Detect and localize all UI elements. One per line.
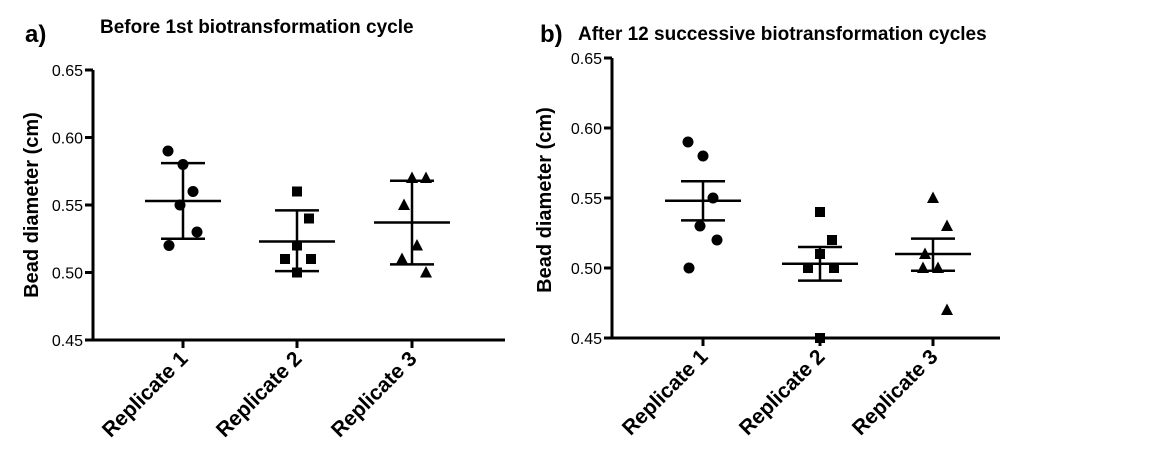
panel-b-point-triangle [941,303,953,315]
panel-b-y-tick-label: 0.45 [571,331,602,348]
panel-a-point-square [292,186,302,197]
panel-b-point-triangle [927,191,939,203]
panel-b-x-tick-label: Replicate 1 [618,345,713,440]
panel-a-point-triangle [398,198,410,210]
panel-b-point-circle [694,220,706,232]
panel-a-x-tick-label: Replicate 2 [212,347,307,442]
panel-b-point-circle [683,262,695,274]
panel-a-y-tick-label: 0.45 [52,333,83,350]
panel-b-point-square [829,263,839,273]
panel-a-point-circle [163,240,175,251]
panel-b-y-axis-title: Bead diameter (cm) [534,107,556,293]
panel-a-point-square [292,240,302,251]
panel-b-point-circle [697,150,709,162]
panel-a-y-tick-label: 0.65 [52,63,83,80]
panel-a-marks [145,145,450,278]
panel-a-point-triangle [420,266,432,278]
panel-a-point-triangle [411,239,423,251]
panel-b-point-circle [711,234,723,246]
panel-a-point-square [280,254,290,264]
panel-a-y-tick-label: 0.60 [52,131,83,148]
panel-a-point-triangle [396,252,408,264]
panel-b: b) After 12 successive biotransformation… [534,21,1000,440]
panel-a-point-triangle [406,171,418,183]
panel-a: a) Before 1st biotransformation cycle Be… [21,17,505,442]
panel-b-y-tick-label: 0.55 [571,191,602,208]
panel-a-point-circle [187,186,199,197]
panel-b-point-square [827,235,837,245]
panel-b-marks [665,136,971,343]
panel-b-label: b) [540,21,563,48]
panel-b-point-triangle [919,247,931,259]
panel-b-point-square [815,207,825,217]
panel-a-label: a) [25,21,46,48]
panel-b-point-triangle [941,219,953,231]
panel-b-point-square [815,249,825,259]
panel-a-y-tick-label: 0.55 [52,198,83,215]
panel-a-x-tick-label: Replicate 1 [98,347,193,442]
panel-b-point-circle [682,136,694,148]
panel-b-x-tick-label: Replicate 2 [735,345,830,440]
panel-b-y-tick-label: 0.65 [571,51,602,68]
panel-a-point-square [292,267,302,278]
panel-a-point-circle [174,199,186,211]
panel-a-point-square [304,213,314,224]
panel-b-point-triangle [932,261,944,273]
panel-a-point-circle [162,145,174,157]
panel-a-title: Before 1st biotransformation cycle [100,17,414,38]
panel-b-y-tick-label: 0.50 [571,261,602,278]
panel-b-point-square [803,263,813,273]
panel-b-point-triangle [917,261,929,273]
panel-a-x-tick-label: Replicate 3 [327,347,422,442]
panel-a-point-triangle [420,171,432,183]
panel-a-y-axis-title: Bead diameter (cm) [21,112,43,298]
panel-a-point-circle [177,159,189,170]
panel-b-x-tick-label: Replicate 3 [848,345,943,440]
panel-b-point-circle [707,192,719,204]
panel-a-point-square [306,254,316,264]
panel-a-y-tick-label: 0.50 [52,266,83,283]
panel-b-y-tick-label: 0.60 [571,121,602,138]
panel-b-point-square [815,333,825,343]
panel-a-point-circle [191,226,203,238]
panel-b-title: After 12 successive biotransformation cy… [578,24,987,45]
